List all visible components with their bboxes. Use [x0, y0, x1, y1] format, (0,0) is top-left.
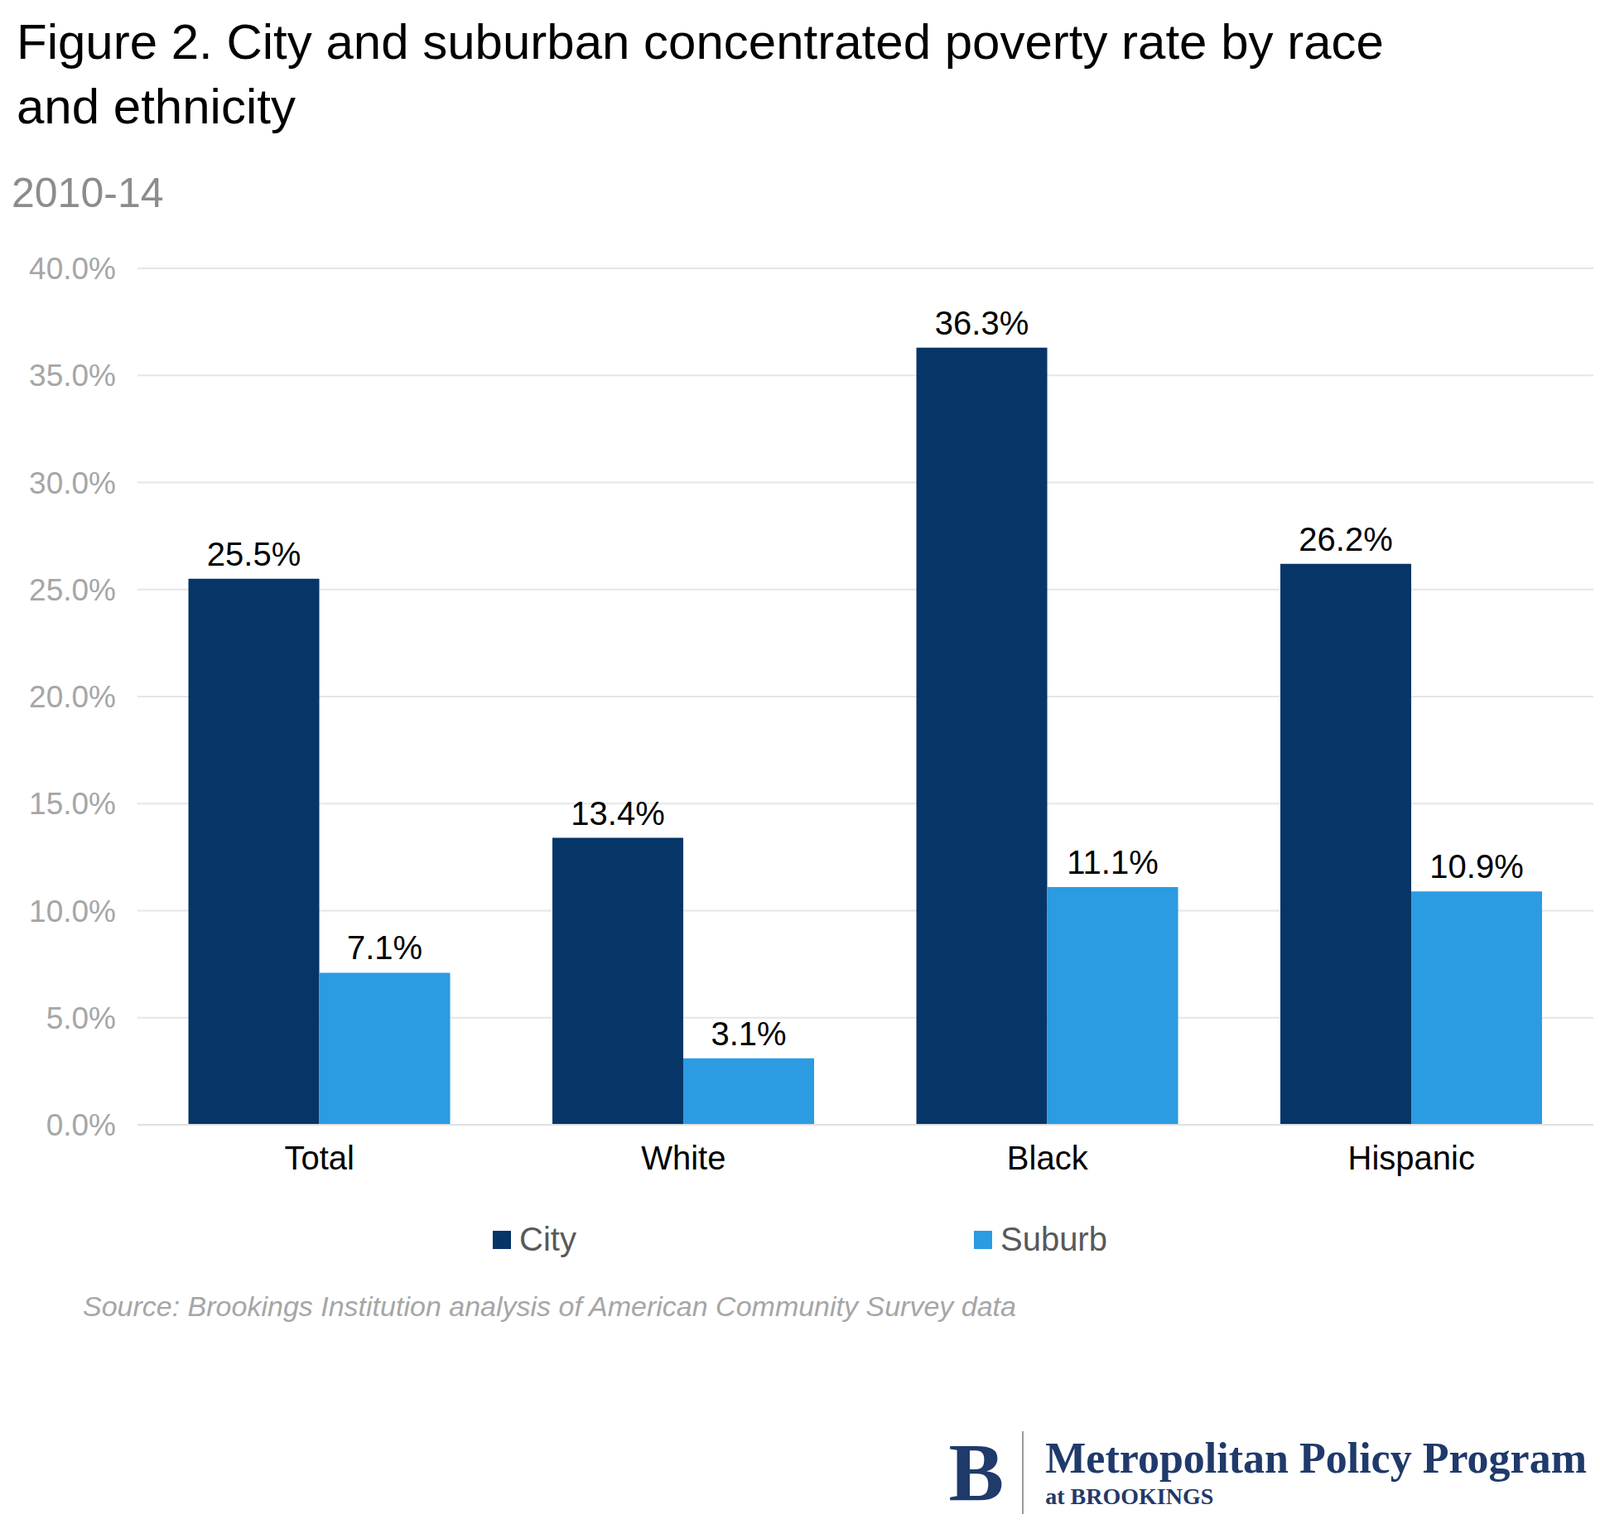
svg-text:26.2%: 26.2% [1298, 520, 1393, 558]
svg-text:13.4%: 13.4% [570, 795, 665, 832]
html-text:2010-14: 2010-14 [11, 169, 164, 217]
svg-text:3.1%: 3.1% [710, 1015, 786, 1052]
html-text:Figure 2. City and suburban co: Figure 2. City and suburban concentrated… [16, 14, 1384, 135]
html-text:Source: Brookings Institution: Source: Brookings Institution analysis o… [82, 1290, 1017, 1322]
svg-text:35.0%: 35.0% [28, 358, 116, 393]
html-text:Metropolitan Policy Program: Metropolitan Policy Program [1045, 1434, 1587, 1482]
svg-text:36.3%: 36.3% [934, 304, 1029, 342]
svg-text:11.1%: 11.1% [1066, 843, 1158, 881]
svg-text:Hispanic: Hispanic [1348, 1139, 1475, 1176]
svg-text:40.0%: 40.0% [28, 251, 116, 286]
svg-text:20.0%: 20.0% [28, 679, 116, 714]
html-text:City: City [519, 1220, 577, 1258]
svg-text:0.0%: 0.0% [46, 1108, 116, 1143]
html-text:B: B [948, 1426, 1004, 1519]
svg-text:30.0%: 30.0% [28, 466, 116, 501]
svg-text:7.1%: 7.1% [346, 929, 423, 966]
html-text:Suburb: Suburb [1000, 1220, 1108, 1258]
svg-text:White: White [640, 1139, 726, 1176]
svg-text:15.0%: 15.0% [28, 786, 116, 821]
svg-text:5.0%: 5.0% [46, 1001, 116, 1036]
svg-text:25.5%: 25.5% [207, 535, 301, 573]
svg-text:Total: Total [284, 1139, 356, 1176]
svg-text:25.0%: 25.0% [28, 573, 116, 608]
svg-text:10.0%: 10.0% [28, 894, 116, 929]
html-text:at BROOKINGS: at BROOKINGS [1045, 1483, 1214, 1509]
svg-text:10.9%: 10.9% [1429, 848, 1523, 885]
svg-text:Black: Black [1007, 1139, 1090, 1176]
